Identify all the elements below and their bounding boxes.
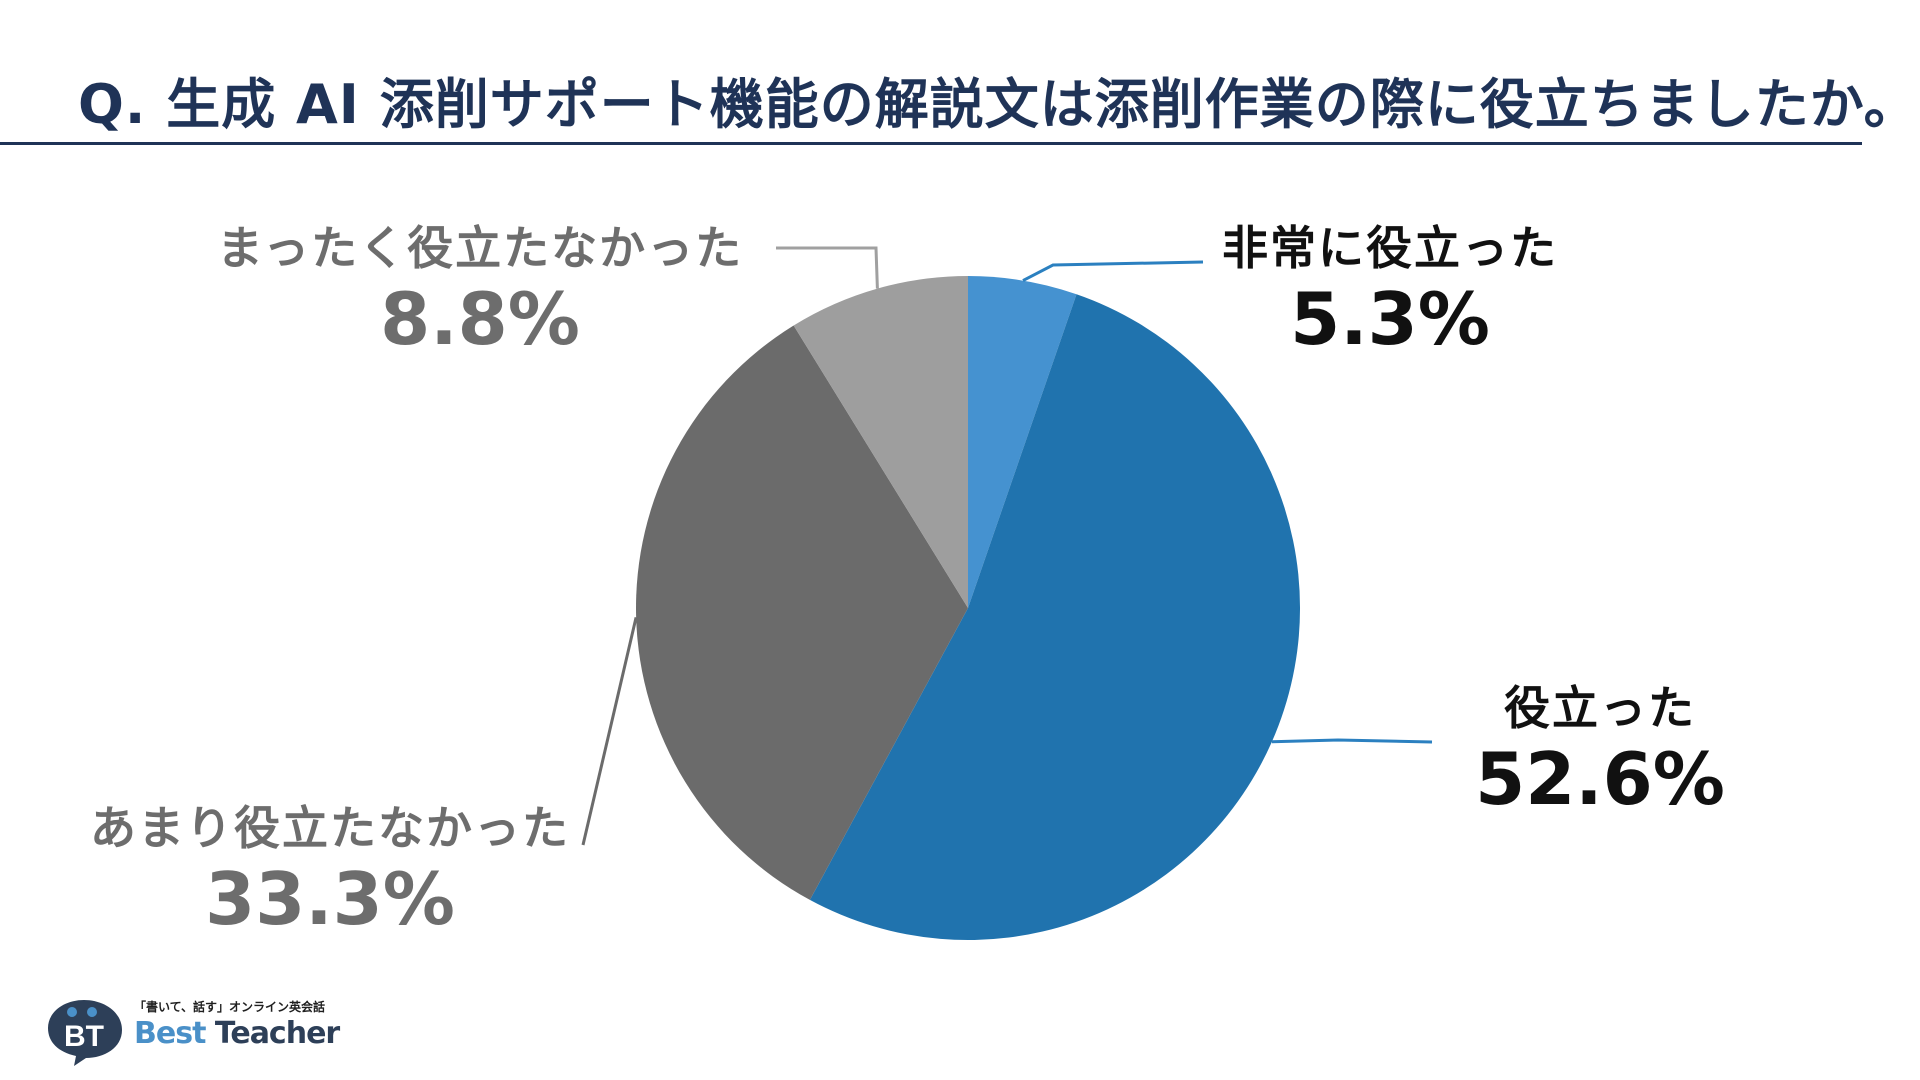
leader-line-not-very-helpful bbox=[581, 617, 638, 846]
label-not-at-all-helpful-name: まったく役立たなかった bbox=[216, 221, 744, 275]
pie-slice-very-helpful bbox=[968, 276, 1077, 608]
pie-slice-not-very-helpful bbox=[636, 325, 968, 900]
pie-slice-not-at-all-helpful bbox=[793, 276, 968, 608]
pie-slices bbox=[636, 276, 1301, 941]
label-very-helpful: 非常に役立った 5.3% bbox=[1220, 212, 1560, 361]
label-very-helpful-name: 非常に役立った bbox=[1222, 221, 1558, 275]
label-helpful-name: 役立った bbox=[1504, 681, 1696, 735]
pie-slice-helpful bbox=[809, 294, 1301, 941]
label-not-very-helpful: あまり役立たなかった 33.3% bbox=[50, 792, 610, 941]
title-divider bbox=[0, 142, 1862, 145]
label-not-at-all-helpful-value: 8.8% bbox=[380, 277, 580, 361]
logo-mark-text: BT bbox=[64, 1020, 104, 1053]
label-helpful: 役立った 52.6% bbox=[1430, 672, 1770, 821]
leader-lines bbox=[581, 246, 1433, 846]
label-not-very-helpful-value: 33.3% bbox=[205, 857, 455, 941]
best-teacher-logo: BT 「書いて、話す」オンライン英会話 Best Teacher bbox=[44, 996, 344, 1076]
logo-name-teacher: Teacher bbox=[205, 1016, 340, 1051]
label-very-helpful-value: 5.3% bbox=[1290, 277, 1490, 361]
chart-title: Q. 生成 AI 添削サポート機能の解説文は添削作業の際に役立ちましたか。 bbox=[78, 73, 1919, 136]
leader-line-helpful bbox=[1271, 738, 1433, 744]
logo-mark-icon: BT bbox=[48, 1000, 122, 1066]
leader-line-not-at-all-helpful bbox=[776, 246, 879, 289]
label-helpful-value: 52.6% bbox=[1475, 737, 1725, 821]
logo-name: Best Teacher bbox=[134, 1016, 340, 1051]
logo-tagline: 「書いて、話す」オンライン英会話 bbox=[134, 1000, 326, 1014]
label-not-at-all-helpful: まったく役立たなかった 8.8% bbox=[200, 212, 760, 361]
label-not-very-helpful-name: あまり役立たなかった bbox=[90, 801, 570, 855]
leader-line-very-helpful bbox=[1022, 260, 1204, 282]
logo-name-best: Best bbox=[134, 1016, 206, 1051]
